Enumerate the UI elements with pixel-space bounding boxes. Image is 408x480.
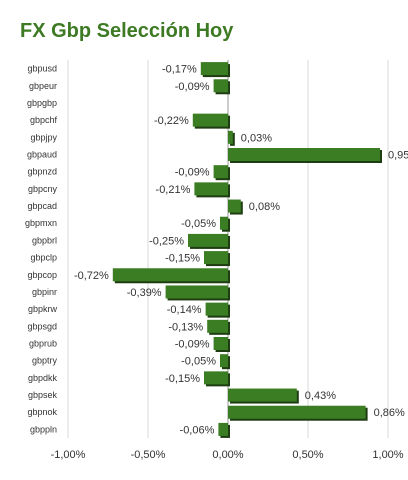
bar [213, 79, 228, 93]
value-label: -0,14% [167, 304, 202, 316]
bar [204, 251, 228, 265]
category-label: gbpaud [27, 150, 57, 160]
value-label: -0,09% [175, 167, 210, 179]
value-label: -0,15% [165, 253, 200, 265]
value-label: 0,86% [374, 407, 405, 419]
value-label: 0,43% [305, 390, 336, 402]
value-label: -0,72% [74, 270, 109, 282]
bar [213, 337, 228, 350]
value-label: -0,13% [168, 321, 203, 333]
category-label: gbpbrl [32, 235, 57, 245]
value-label: 0,95 [388, 150, 408, 162]
value-label: -0,06% [180, 424, 215, 436]
category-label: gbpchf [30, 115, 58, 125]
category-label: gbpjpy [30, 132, 57, 142]
value-label: -0,09% [175, 81, 210, 93]
category-label: gbpeur [29, 81, 57, 91]
value-label: -0,05% [181, 218, 216, 230]
bar [200, 62, 228, 76]
bar [213, 165, 228, 179]
category-label: gbpgbp [27, 98, 57, 108]
category-label: gbpkrw [28, 304, 58, 314]
bar [204, 371, 228, 385]
category-label: gbpcad [27, 201, 57, 211]
x-tick-label: 0,50% [292, 449, 323, 461]
value-label: -0,15% [165, 373, 200, 385]
category-label: gbpsgd [27, 321, 57, 331]
value-label: -0,09% [175, 339, 210, 351]
chart-title: FX Gbp Selección Hoy [20, 20, 234, 42]
category-label: gbpusd [27, 64, 57, 74]
bar [207, 319, 228, 333]
value-label: -0,39% [127, 287, 162, 299]
category-label: gbpmxn [25, 218, 57, 228]
category-label: gbpnzd [27, 167, 57, 177]
value-label: -0,05% [181, 356, 216, 368]
bar [228, 388, 297, 402]
bar [228, 199, 241, 213]
value-label: -0,25% [149, 235, 184, 247]
category-label: gbppln [30, 424, 57, 434]
bar [228, 148, 380, 161]
bar [218, 422, 228, 436]
value-label: -0,21% [156, 184, 191, 196]
bar [205, 302, 228, 316]
category-label: gbpdkk [28, 373, 58, 383]
bar [112, 268, 228, 282]
x-tick-label: 1,00% [372, 449, 403, 461]
category-label: gbpclp [30, 253, 57, 263]
bar [228, 405, 366, 419]
category-label: gbptry [32, 356, 58, 366]
value-label: 0,08% [249, 201, 280, 213]
x-tick-label: 0,00% [212, 449, 243, 461]
bar [165, 285, 228, 299]
bar [220, 216, 228, 230]
x-tick-label: -1,00% [51, 449, 86, 461]
value-label: -0,22% [154, 115, 189, 127]
x-tick-label: -0,50% [131, 449, 166, 461]
category-label: gbpcny [28, 184, 58, 194]
bar [228, 130, 233, 144]
category-label: gbpsek [28, 390, 58, 400]
bar [192, 113, 228, 127]
category-label: gbpnok [27, 407, 57, 417]
bar [188, 233, 228, 247]
category-label: gbprub [29, 339, 57, 349]
bar [220, 354, 228, 368]
category-label: gbpinr [32, 287, 57, 297]
value-label: -0,17% [162, 64, 197, 76]
category-label: gbpcop [27, 270, 57, 280]
value-label: 0,03% [241, 132, 272, 144]
bar [194, 182, 228, 196]
